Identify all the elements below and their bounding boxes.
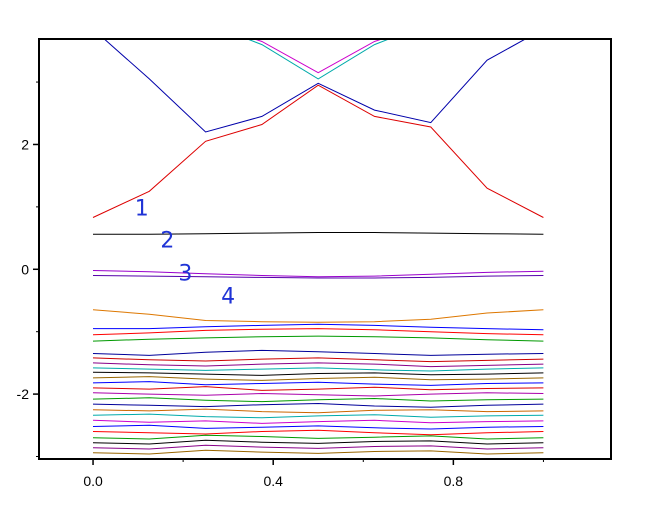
y-tick-label: 0 xyxy=(21,261,29,277)
series-line-3 xyxy=(93,232,544,235)
series-line-7 xyxy=(246,39,391,80)
series-line-31 xyxy=(92,449,544,455)
series-line-17 xyxy=(92,376,544,381)
series-line-23 xyxy=(92,408,544,414)
series-line-28 xyxy=(92,434,544,440)
series-line-24 xyxy=(92,413,544,419)
plot-frame xyxy=(38,38,612,460)
y-tick-label: -2 xyxy=(17,386,30,402)
series-line-14 xyxy=(92,362,544,368)
series-line-26 xyxy=(92,424,544,430)
series-line-12 xyxy=(92,349,544,356)
annotation-3: 3 xyxy=(178,261,192,286)
series-line-16 xyxy=(92,371,544,376)
x-tick-label: 0.0 xyxy=(83,473,103,489)
series-line-4 xyxy=(92,270,544,278)
series-line-6 xyxy=(92,309,544,323)
series-line-20 xyxy=(92,392,544,397)
axis-layer: 0.0 0.4 0.8 -2 0 2 xyxy=(17,81,544,489)
x-tick-label: 0.4 xyxy=(263,473,283,489)
series-line-19 xyxy=(92,386,544,391)
annotation-2: 2 xyxy=(160,228,174,253)
series-line-15 xyxy=(92,367,544,372)
series-line-30 xyxy=(92,444,544,450)
series-line-21 xyxy=(92,397,544,403)
series-line-11 xyxy=(92,335,544,342)
x-tick-label: 0.8 xyxy=(444,473,464,489)
series-line-5 xyxy=(92,275,544,279)
series-line-22 xyxy=(92,402,544,408)
series-line-2 xyxy=(92,84,544,218)
handwritten-annotations: 123 4 xyxy=(135,196,235,309)
annotation-1: 1 xyxy=(135,196,149,221)
series-line-8 xyxy=(252,39,384,74)
annotation-4: 4 xyxy=(221,284,235,309)
series-line-18 xyxy=(92,381,544,386)
series-line-29 xyxy=(92,439,544,445)
series-layer xyxy=(92,39,544,455)
series-line-10 xyxy=(92,328,544,336)
series-line-13 xyxy=(92,357,544,363)
series-line-27 xyxy=(92,429,544,436)
series-line-1 xyxy=(103,39,527,133)
series-line-25 xyxy=(92,419,544,424)
y-tick-label: 2 xyxy=(21,136,29,152)
series-line-9 xyxy=(93,323,544,331)
